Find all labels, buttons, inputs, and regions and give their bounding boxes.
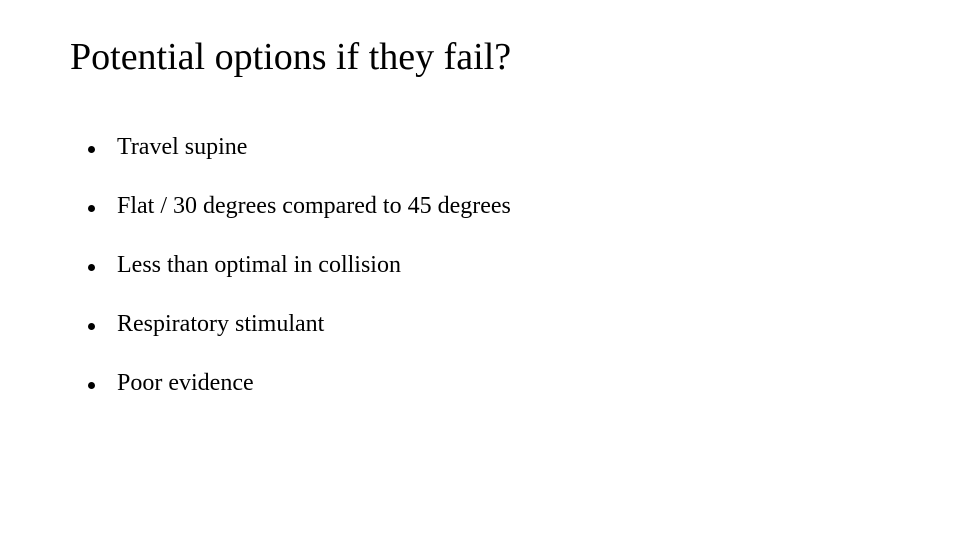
list-item: Respiratory stimulant xyxy=(70,311,890,338)
bullet-list: Travel supine Flat / 30 degrees compared… xyxy=(70,134,890,397)
bullet-icon xyxy=(88,264,95,271)
slide-container: Potential options if they fail? Travel s… xyxy=(0,0,960,540)
bullet-text: Flat / 30 degrees compared to 45 degrees xyxy=(117,193,890,220)
bullet-icon xyxy=(88,323,95,330)
list-item: Less than optimal in collision xyxy=(70,252,890,279)
slide-title: Potential options if they fail? xyxy=(70,35,890,79)
bullet-icon xyxy=(88,382,95,389)
list-item: Travel supine xyxy=(70,134,890,161)
list-item: Flat / 30 degrees compared to 45 degrees xyxy=(70,193,890,220)
bullet-text: Less than optimal in collision xyxy=(117,252,890,279)
list-item: Poor evidence xyxy=(70,370,890,397)
bullet-text: Poor evidence xyxy=(117,370,890,397)
bullet-text: Travel supine xyxy=(117,134,890,161)
bullet-icon xyxy=(88,205,95,212)
bullet-icon xyxy=(88,146,95,153)
bullet-text: Respiratory stimulant xyxy=(117,311,890,338)
